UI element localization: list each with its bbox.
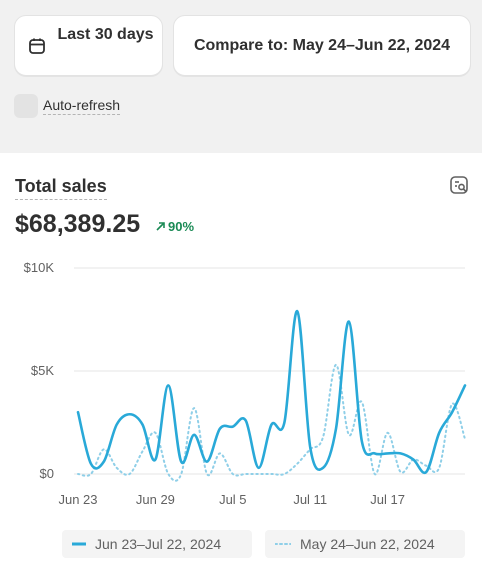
legend-label-previous: May 24–Jun 22, 2024 [300,536,435,552]
legend-item-current[interactable]: Jun 23–Jul 22, 2024 [62,530,252,558]
auto-refresh-label: Auto-refresh [43,97,121,115]
y-tick-label: $5K [31,363,54,378]
auto-refresh-toggle[interactable]: Auto-refresh [14,94,121,118]
legend-solid-swatch [72,542,86,546]
change-badge: 90% [156,219,194,234]
chart-search-icon[interactable] [449,175,469,195]
auto-refresh-checkbox[interactable] [14,94,38,118]
change-percent: 90% [168,219,195,234]
arrow-up-right-icon [156,222,165,231]
date-range-button[interactable]: Last 30 days [14,15,163,76]
total-sales-value: $68,389.25 [15,210,141,238]
x-tick-label: Jun 29 [136,492,175,507]
compare-button[interactable]: Compare to: May 24–Jun 22, 2024 [173,15,471,76]
toolbar: Last 30 days Compare to: May 24–Jun 22, … [0,0,482,153]
compare-label: Compare to: May 24–Jun 22, 2024 [193,36,451,54]
date-range-label: Last 30 days [57,26,154,43]
legend-dotted-swatch [275,543,291,545]
y-tick-label: $10K [24,260,55,275]
series-line-current [76,309,467,475]
series-line-previous [77,363,466,482]
x-tick-label: Jul 11 [293,492,327,507]
legend-item-previous[interactable]: May 24–Jun 22, 2024 [265,530,465,558]
x-tick-label: Jul 17 [370,492,405,507]
y-tick-label: $0 [40,466,54,481]
x-tick-label: Jun 23 [58,492,97,507]
card-title[interactable]: Total sales [15,176,107,200]
calendar-icon [29,38,45,54]
x-tick-label: Jul 5 [219,492,246,507]
sales-line-chart: $0 $5K $10K Jun 23 Jun 29 Jul 5 Jul 11 Jul 17 [24,260,467,507]
legend-label-current: Jun 23–Jul 22, 2024 [95,536,222,552]
total-sales-card: Total sales $68,389.25 90% $0 $5K $10K Jun … [0,153,482,577]
